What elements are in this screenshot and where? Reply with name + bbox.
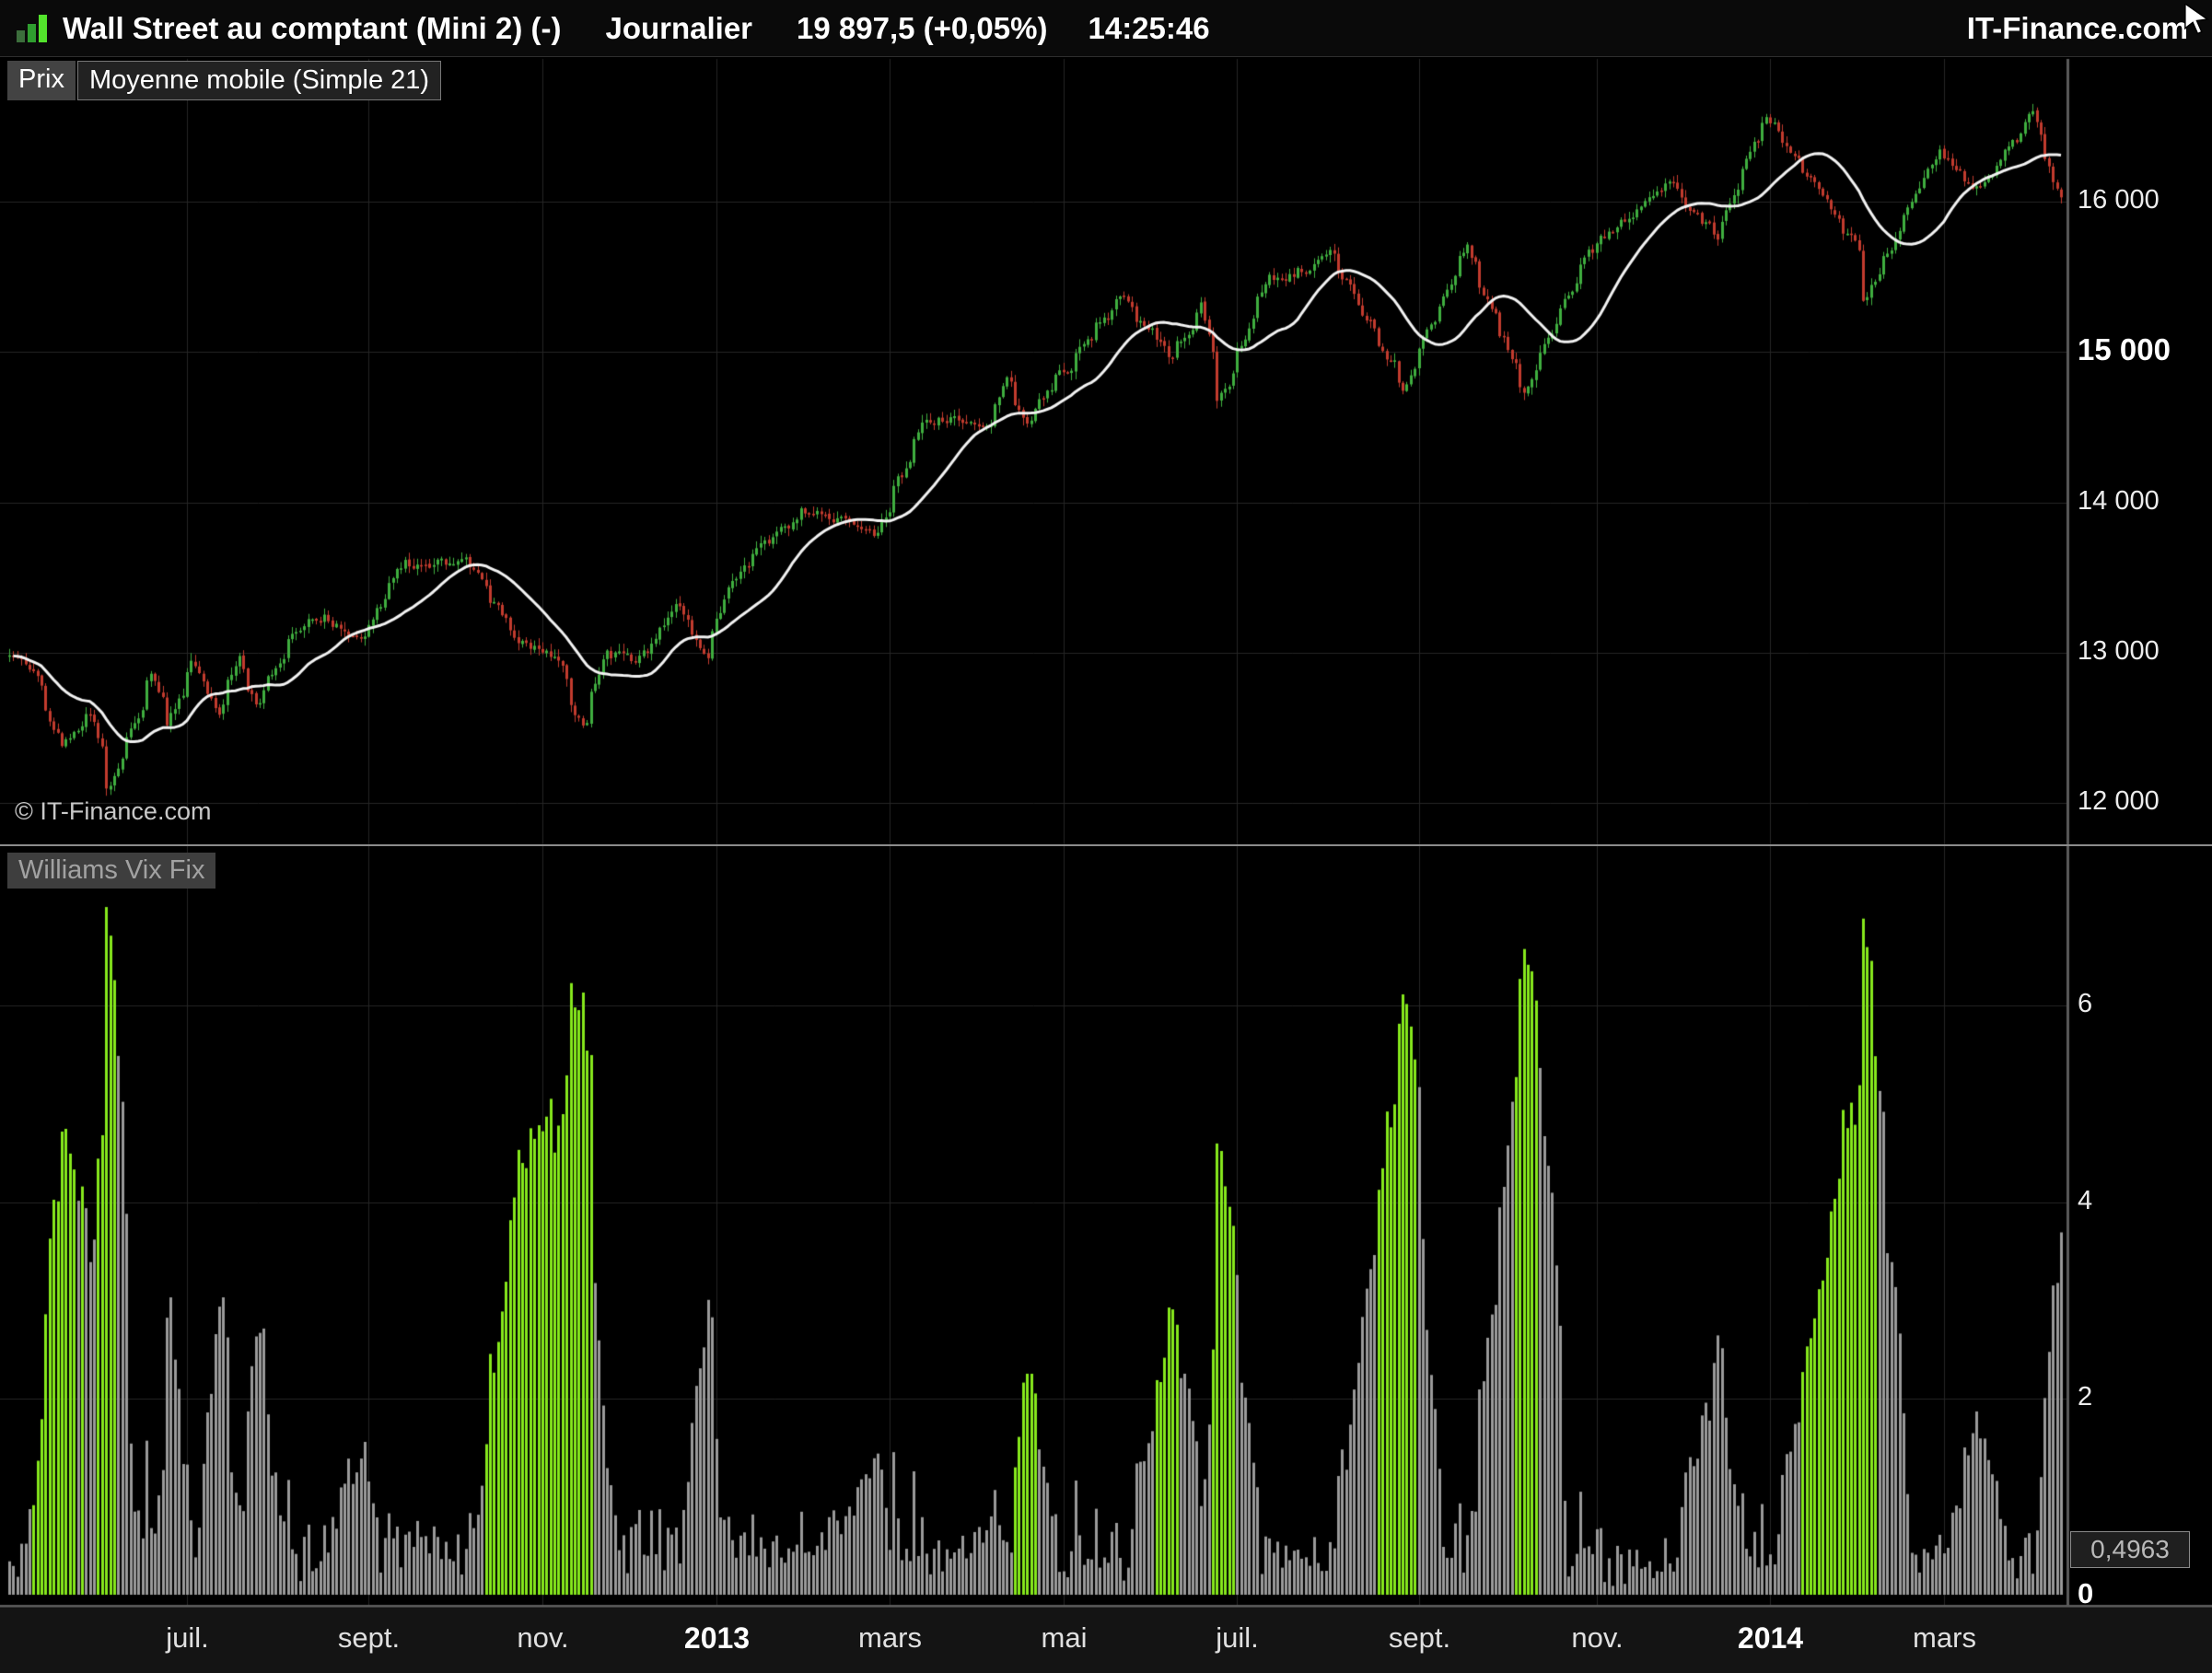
- mouse-cursor-icon: [2184, 4, 2210, 35]
- time-axis-label: mai: [1041, 1621, 1088, 1654]
- vix-axis-label: 6: [2078, 989, 2093, 1019]
- vix-axis-label: 2: [2078, 1381, 2093, 1412]
- time-axis-label: sept.: [337, 1621, 401, 1654]
- price-panel-tabs: Prix Moyenne mobile (Simple 21): [7, 61, 442, 100]
- title-bar: Wall Street au comptant (Mini 2) (-) Jou…: [0, 0, 2212, 57]
- clock: 14:25:46: [1088, 10, 1210, 45]
- time-axis-label: nov.: [1571, 1621, 1624, 1654]
- brand-logo: IT-Finance.com: [1966, 10, 2188, 45]
- ma-settings-tab[interactable]: Moyenne mobile (Simple 21): [76, 61, 442, 100]
- time-axis[interactable]: juil. sept. nov. 2013 mars mai juil. sept. nov. 2…: [0, 1607, 2212, 1673]
- panel-divider[interactable]: [0, 844, 2212, 846]
- price-axis-label: 14 000: [2078, 485, 2160, 516]
- vix-settings-tab[interactable]: Williams Vix Fix: [7, 853, 216, 889]
- timeframe-label: Journalier: [605, 10, 753, 45]
- price-settings-tab[interactable]: Prix: [7, 61, 76, 100]
- time-axis-label: 2013: [683, 1621, 751, 1655]
- last-quote: 19 897,5 (+0,05%): [797, 10, 1048, 45]
- time-axis-label: mars: [858, 1621, 922, 1654]
- instrument-name: Wall Street au comptant (Mini 2) (-): [63, 10, 562, 45]
- candlestick-chart-icon: [17, 13, 52, 44]
- vix-zero-label: 0: [2078, 1577, 2094, 1609]
- time-axis-label: mars: [1913, 1621, 1976, 1654]
- copyright-watermark: © IT-Finance.com: [15, 797, 212, 825]
- price-axis-label: 12 000: [2078, 786, 2160, 817]
- time-axis-label: 2014: [1737, 1621, 1804, 1655]
- time-axis-label: juil.: [166, 1621, 209, 1654]
- time-axis-label: nov.: [517, 1621, 569, 1654]
- time-axis-label: juil.: [1216, 1621, 1259, 1654]
- price-axis-label: 15 000: [2078, 332, 2171, 367]
- vix-last-value-box: 0,4963: [2070, 1531, 2190, 1568]
- price-axis-label: 16 000: [2078, 184, 2160, 215]
- price-axis-label: 13 000: [2078, 635, 2160, 666]
- vix-axis-label: 4: [2078, 1185, 2093, 1215]
- time-axis-label: sept.: [1388, 1621, 1451, 1654]
